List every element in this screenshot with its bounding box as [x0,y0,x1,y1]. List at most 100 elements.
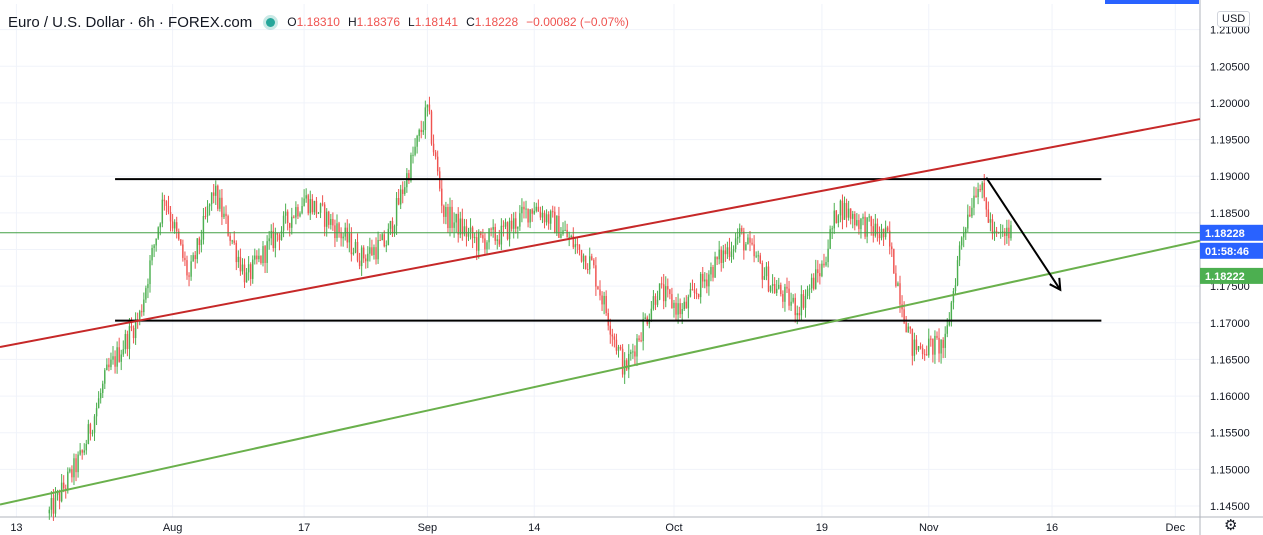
x-tick-label: 19 [816,522,828,534]
candle-body-up [704,279,706,282]
candle-body-down [362,247,365,259]
candle-body-down [430,111,433,144]
candle-body-up [463,226,466,235]
candle-body-down [167,205,170,212]
candle-body-up [467,231,470,237]
candle-body-up [422,130,425,133]
candle-body-down [434,152,437,157]
candle-body-up [732,249,735,252]
candle-body-down [812,277,815,289]
candle-body-up [960,237,963,246]
candle-body-up [87,424,90,445]
candle-body-up [196,238,198,260]
candle-body-up [305,195,307,199]
countdown-label: 01:58:46 [1205,246,1249,258]
candle-body-down [751,242,753,245]
candle-body-down [171,221,174,229]
candle-body-up [342,236,344,239]
candle-body-up [541,212,544,218]
candle-body-up [687,296,690,309]
gear-icon[interactable]: ⚙ [1224,517,1238,534]
candle-body-up [967,214,969,229]
candle-body-down [794,297,796,316]
candle-body-down [108,364,110,368]
candle-body-down [225,213,227,217]
candle-body-down [235,242,238,263]
candle-body-up [143,299,145,313]
candle-body-up [665,286,667,302]
candle-body-up [112,356,114,360]
candle-body-down [114,356,116,367]
candle-body-up [317,212,320,214]
candle-body-down [81,450,83,453]
candle-body-up [928,338,930,356]
x-tick-label: 14 [528,522,540,534]
candle-body-up [730,251,733,257]
candle-body-up [755,255,757,257]
candle-body-up [934,335,936,355]
candle-body-up [389,221,392,229]
countdown-label-bg [1200,242,1263,259]
y-tick-label: 1.20000 [1210,98,1250,110]
candle-body-up [410,154,412,181]
y-tick-label: 1.15000 [1210,464,1250,476]
candle-body-down [264,246,266,263]
candle-body-up [856,220,858,226]
candle-body-up [210,192,213,205]
candle-body-down [615,339,618,351]
candle-body-down [660,283,663,285]
candle-body-down [995,230,998,232]
candle-body-up [77,454,79,473]
y-tick-label: 1.21000 [1210,25,1250,37]
candle-body-down [975,195,977,198]
candle-body-down [741,228,743,232]
candle-body-up [455,213,457,223]
candle-body-down [397,198,400,205]
candle-body-down [184,257,186,261]
candle-body-down [578,244,581,250]
candle-body-down [350,233,353,255]
candle-body-down [864,216,866,237]
candle-body-up [153,245,155,248]
candle-body-up [237,256,240,263]
candle-body-down [580,249,583,262]
x-tick-label: Nov [919,522,939,534]
candle-body-up [847,208,850,218]
candle-body-down [925,354,928,356]
candle-body-down [899,283,901,305]
candle-body-up [116,347,118,367]
symbol-title[interactable]: Euro / U.S. Dollar · 6h · FOREX.com [8,13,253,31]
candle-body-down [443,205,445,217]
candle-body-down [936,335,938,338]
candle-body-up [521,206,523,214]
candle-body-down [276,232,279,235]
candle-body-down [889,230,891,247]
ohlc-values: O1.18310 H1.18376 L1.18141 C1.18228 −0.0… [287,15,629,29]
candle-body-down [383,234,385,247]
candle-body-down [858,220,860,230]
candle-body-up [325,211,328,227]
candle-body-up [190,261,192,277]
candle-body-down [605,295,607,314]
candle-body-up [556,215,558,234]
candle-body-up [369,247,371,254]
candle-body-down [289,223,291,228]
currency-button[interactable]: USD [1217,11,1251,27]
candle-body-down [609,325,611,335]
candle-body-up [839,200,842,216]
symbol-legend: Euro / U.S. Dollar · 6h · FOREX.com O1.1… [8,12,629,32]
candle-body-up [313,200,316,213]
candle-body-down [671,294,673,308]
candle-body-down [634,351,636,357]
candle-body-up [965,228,967,234]
candle-body-up [948,321,951,326]
candle-body-up [445,207,447,217]
candle-body-up [404,187,406,194]
candle-body-down [576,244,579,246]
candle-body-up [231,240,233,242]
candle-body-down [621,348,624,375]
candle-body-up [775,288,778,294]
candle-body-down [607,313,609,326]
candle-body-up [971,207,973,217]
